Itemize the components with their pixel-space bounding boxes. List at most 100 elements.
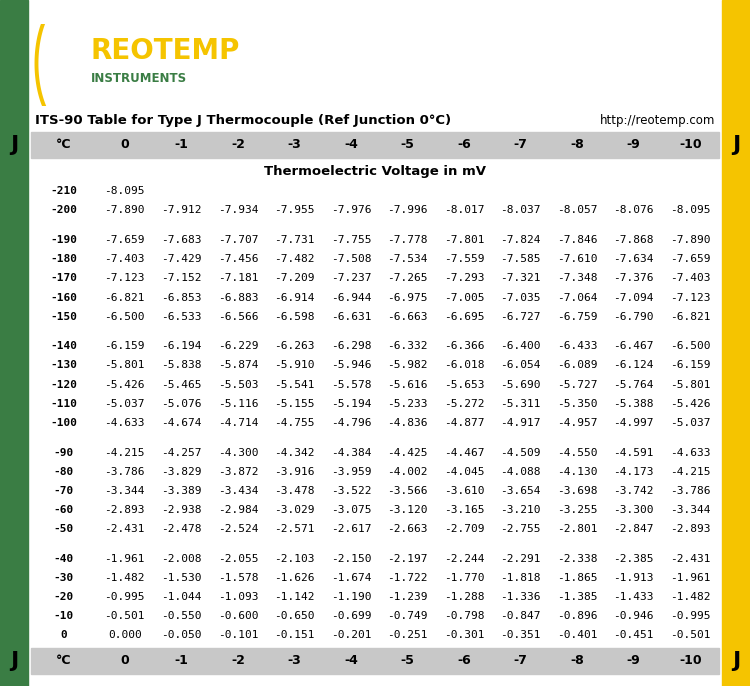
Text: -2.938: -2.938 bbox=[161, 505, 202, 515]
Text: -5.194: -5.194 bbox=[331, 399, 371, 409]
Text: -3.434: -3.434 bbox=[217, 486, 258, 496]
Text: -5.578: -5.578 bbox=[331, 379, 371, 390]
Text: -7.321: -7.321 bbox=[500, 274, 541, 283]
Text: -6.821: -6.821 bbox=[670, 311, 710, 322]
Text: -0.201: -0.201 bbox=[331, 630, 371, 640]
Text: -110: -110 bbox=[50, 399, 77, 409]
Text: -6.821: -6.821 bbox=[104, 292, 145, 303]
Text: -4.130: -4.130 bbox=[557, 466, 598, 477]
Text: -2.244: -2.244 bbox=[444, 554, 485, 564]
Text: -1: -1 bbox=[175, 654, 188, 667]
Text: -40: -40 bbox=[54, 554, 74, 564]
Text: -5: -5 bbox=[400, 654, 415, 667]
Text: -0.798: -0.798 bbox=[444, 611, 485, 621]
Text: -1.433: -1.433 bbox=[614, 592, 654, 602]
Text: -8.095: -8.095 bbox=[104, 187, 145, 196]
Text: -3.566: -3.566 bbox=[387, 486, 427, 496]
Text: -6.467: -6.467 bbox=[614, 342, 654, 351]
Text: -2: -2 bbox=[231, 139, 244, 151]
Text: -7.293: -7.293 bbox=[444, 274, 485, 283]
Text: -2.431: -2.431 bbox=[104, 524, 145, 534]
Text: -1.913: -1.913 bbox=[614, 573, 654, 583]
Text: -6.759: -6.759 bbox=[557, 311, 598, 322]
Text: -6.790: -6.790 bbox=[614, 311, 654, 322]
Text: -1.722: -1.722 bbox=[387, 573, 427, 583]
Text: -2.431: -2.431 bbox=[670, 554, 710, 564]
Text: -7.976: -7.976 bbox=[331, 206, 371, 215]
Text: -140: -140 bbox=[50, 342, 77, 351]
Text: -4: -4 bbox=[344, 139, 358, 151]
Text: -0.251: -0.251 bbox=[387, 630, 427, 640]
Text: -7.912: -7.912 bbox=[161, 206, 202, 215]
Text: -7.890: -7.890 bbox=[670, 235, 710, 245]
Text: -3.829: -3.829 bbox=[161, 466, 202, 477]
Text: -7.534: -7.534 bbox=[387, 255, 427, 264]
Text: -0.050: -0.050 bbox=[161, 630, 202, 640]
Text: -60: -60 bbox=[54, 505, 74, 515]
Text: -2.755: -2.755 bbox=[500, 524, 541, 534]
Text: -1.961: -1.961 bbox=[670, 573, 710, 583]
Text: -7.801: -7.801 bbox=[444, 235, 485, 245]
Text: -2.008: -2.008 bbox=[161, 554, 202, 564]
Text: -7.152: -7.152 bbox=[161, 274, 202, 283]
Bar bbox=[32, 648, 718, 674]
Text: -4.633: -4.633 bbox=[104, 418, 145, 428]
Text: -3.210: -3.210 bbox=[500, 505, 541, 515]
Text: -4.509: -4.509 bbox=[500, 447, 541, 458]
Text: -0.351: -0.351 bbox=[500, 630, 541, 640]
Text: -6.089: -6.089 bbox=[557, 360, 598, 370]
Text: -80: -80 bbox=[54, 466, 74, 477]
Text: -4.917: -4.917 bbox=[500, 418, 541, 428]
Text: -7.005: -7.005 bbox=[444, 292, 485, 303]
Text: -1.626: -1.626 bbox=[274, 573, 315, 583]
Text: -9: -9 bbox=[627, 139, 640, 151]
Text: -4.633: -4.633 bbox=[670, 447, 710, 458]
Text: -0.699: -0.699 bbox=[331, 611, 371, 621]
Text: -2: -2 bbox=[231, 654, 244, 667]
Text: -1.336: -1.336 bbox=[500, 592, 541, 602]
Text: -7.755: -7.755 bbox=[331, 235, 371, 245]
Text: -7.376: -7.376 bbox=[614, 274, 654, 283]
Text: -3.344: -3.344 bbox=[104, 486, 145, 496]
Text: -6.500: -6.500 bbox=[670, 342, 710, 351]
Text: -7.868: -7.868 bbox=[614, 235, 654, 245]
Text: -6.631: -6.631 bbox=[331, 311, 371, 322]
Text: -3.478: -3.478 bbox=[274, 486, 315, 496]
Text: -6.566: -6.566 bbox=[217, 311, 258, 322]
Text: -5.801: -5.801 bbox=[670, 379, 710, 390]
Text: -7.731: -7.731 bbox=[274, 235, 315, 245]
Text: -7.934: -7.934 bbox=[217, 206, 258, 215]
Text: -5.465: -5.465 bbox=[161, 379, 202, 390]
Text: -180: -180 bbox=[50, 255, 77, 264]
Text: -6.263: -6.263 bbox=[274, 342, 315, 351]
Text: -7.508: -7.508 bbox=[331, 255, 371, 264]
Text: -2.984: -2.984 bbox=[217, 505, 258, 515]
Text: -6.695: -6.695 bbox=[444, 311, 485, 322]
Text: -4.796: -4.796 bbox=[331, 418, 371, 428]
Text: -90: -90 bbox=[54, 447, 74, 458]
Text: -70: -70 bbox=[54, 486, 74, 496]
Text: -6.500: -6.500 bbox=[104, 311, 145, 322]
Text: -5.350: -5.350 bbox=[557, 399, 598, 409]
Text: J: J bbox=[10, 650, 18, 671]
Text: -1.578: -1.578 bbox=[217, 573, 258, 583]
Text: -5.076: -5.076 bbox=[161, 399, 202, 409]
Text: -0.995: -0.995 bbox=[670, 611, 710, 621]
Text: -5.910: -5.910 bbox=[274, 360, 315, 370]
Text: -3.786: -3.786 bbox=[104, 466, 145, 477]
Text: -3.742: -3.742 bbox=[614, 486, 654, 496]
Text: -5.037: -5.037 bbox=[670, 418, 710, 428]
Text: -4.550: -4.550 bbox=[557, 447, 598, 458]
Text: -4.591: -4.591 bbox=[614, 447, 654, 458]
Text: ITS-90 Table for Type J Thermocouple (Ref Junction 0°C): ITS-90 Table for Type J Thermocouple (Re… bbox=[35, 115, 451, 127]
Text: -0.946: -0.946 bbox=[614, 611, 654, 621]
Text: -5.982: -5.982 bbox=[387, 360, 427, 370]
Text: -30: -30 bbox=[54, 573, 74, 583]
Text: -6.366: -6.366 bbox=[444, 342, 485, 351]
Text: -6.533: -6.533 bbox=[161, 311, 202, 322]
Text: -190: -190 bbox=[50, 235, 77, 245]
Text: -20: -20 bbox=[54, 592, 74, 602]
Text: -7.403: -7.403 bbox=[670, 274, 710, 283]
Text: -5.155: -5.155 bbox=[274, 399, 315, 409]
Text: J: J bbox=[10, 134, 18, 155]
